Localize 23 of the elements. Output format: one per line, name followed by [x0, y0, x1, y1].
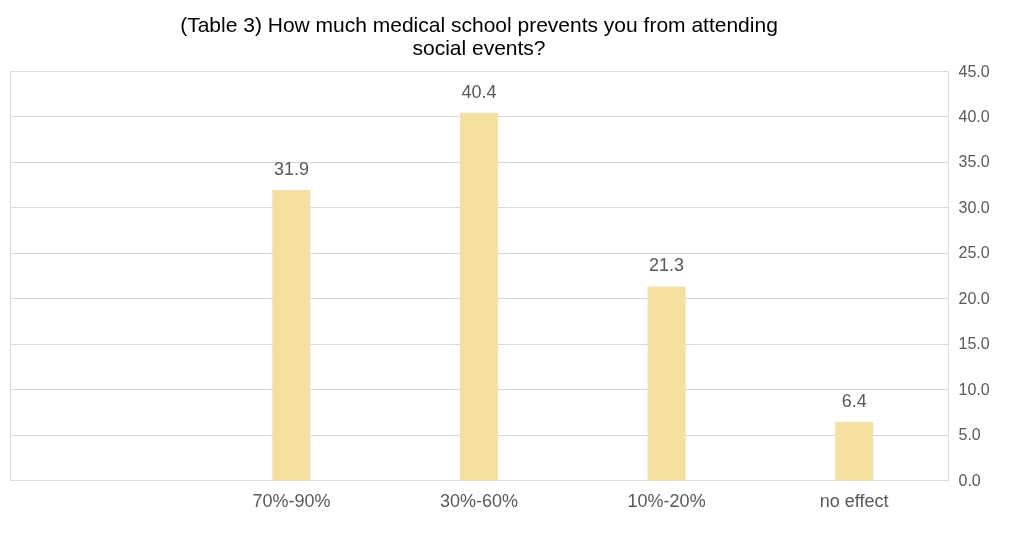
x-tick-label: 30%-60% — [439, 490, 519, 511]
y-tick-label: 15.0 — [958, 335, 990, 353]
y-tick-label: 0.0 — [958, 471, 981, 489]
data-label: 31.9 — [273, 159, 309, 180]
x-tick-label: 70%-90% — [252, 490, 331, 511]
y-tick-label: 45.0 — [958, 62, 990, 80]
y-tick-label: 20.0 — [958, 289, 990, 307]
y-tick-label: 5.0 — [958, 426, 981, 444]
data-label: 40.4 — [461, 81, 497, 102]
bar — [835, 421, 874, 480]
x-tick-label: 10%-20% — [627, 490, 706, 511]
data-label: 21.3 — [649, 255, 685, 276]
data-label: 6.4 — [841, 390, 867, 411]
y-tick-label: 40.0 — [958, 107, 990, 125]
bar — [460, 112, 498, 480]
y-tick-label: 10.0 — [958, 380, 990, 398]
bar — [647, 286, 686, 480]
bar — [272, 190, 311, 480]
x-tick-label: no effect — [819, 490, 889, 511]
chart-title: (Table 3) How much medical school prevents you from attending social events? — [180, 13, 778, 59]
y-tick-label: 35.0 — [958, 153, 990, 171]
y-tick-label: 25.0 — [958, 244, 990, 262]
y-tick-label: 30.0 — [958, 198, 990, 216]
